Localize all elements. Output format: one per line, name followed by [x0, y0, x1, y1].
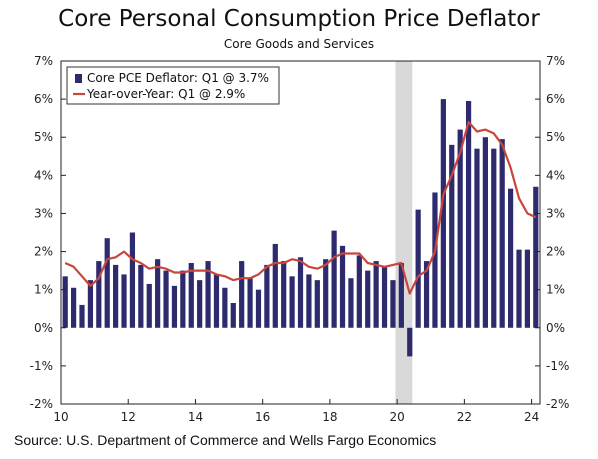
- y-tick-label-right-0: 7%: [546, 54, 565, 68]
- bar-48: [465, 101, 472, 328]
- bar-7: [121, 274, 127, 328]
- bar-41: [407, 327, 413, 357]
- bar-43: [423, 261, 430, 328]
- legend-label-line: Year-over-Year: Q1 @ 2.9%: [86, 87, 245, 101]
- bar-6: [113, 264, 119, 328]
- bar-32: [331, 230, 337, 328]
- y-tick-label-right-8: -1%: [546, 359, 569, 373]
- bar-8: [129, 232, 136, 328]
- bar-22: [247, 278, 253, 328]
- bar-29: [306, 274, 312, 328]
- bar-53: [507, 188, 514, 328]
- bar-33: [339, 245, 346, 328]
- bar-39: [390, 280, 396, 328]
- bar-21: [239, 261, 245, 328]
- y-tick-label-right-4: 3%: [546, 206, 565, 220]
- bar-3: [87, 280, 94, 328]
- bar-4: [96, 261, 102, 328]
- bar-20: [230, 303, 236, 328]
- bar-47: [457, 129, 463, 328]
- bar-23: [255, 289, 262, 328]
- y-tick-label-right-9: -2%: [546, 397, 569, 411]
- bar-18: [213, 274, 220, 328]
- plot-frame: [60, 60, 541, 405]
- y-tick-label-right-1: 6%: [546, 92, 565, 106]
- bar-31: [323, 259, 329, 328]
- bar-12: [163, 270, 169, 328]
- legend-swatch-bar: [75, 74, 82, 83]
- bar-27: [289, 276, 295, 328]
- bar-14: [180, 270, 186, 328]
- y-tick-label-left-6: 1%: [34, 283, 53, 297]
- bar-34: [348, 278, 354, 328]
- bar-24: [264, 264, 270, 328]
- bar-11: [155, 259, 161, 328]
- y-tick-label-left-1: 6%: [34, 92, 53, 106]
- source-note: Source: U.S. Department of Commerce and …: [14, 432, 437, 448]
- bar-26: [281, 261, 287, 328]
- bar-45: [440, 99, 446, 328]
- bar-35: [356, 255, 362, 328]
- y-tick-label-left-5: 2%: [34, 245, 53, 259]
- bar-0: [62, 276, 68, 328]
- bar-19: [222, 287, 228, 328]
- x-tick-label-3: 16: [255, 410, 270, 424]
- legend-label-bar: Core PCE Deflator: Q1 @ 3.7%: [87, 71, 269, 85]
- chart-title: Core Personal Consumption Price Deflator: [58, 6, 540, 32]
- x-tick-label-7: 24: [524, 410, 539, 424]
- bar-9: [138, 264, 144, 328]
- x-tick-label-2: 14: [188, 410, 203, 424]
- bar-15: [188, 262, 194, 328]
- y-tick-label-left-4: 3%: [34, 206, 53, 220]
- bar-36: [365, 270, 371, 328]
- bar-55: [524, 249, 530, 328]
- x-tick-label-1: 12: [121, 410, 136, 424]
- y-tick-label-right-5: 2%: [546, 245, 565, 259]
- x-tick-label-5: 20: [389, 410, 404, 424]
- x-tick-label-4: 18: [322, 410, 337, 424]
- y-tick-label-right-6: 1%: [546, 283, 565, 297]
- yoy-line: [64, 120, 537, 295]
- x-tick-label-0: 10: [53, 410, 68, 424]
- bar-46: [449, 144, 455, 328]
- bar-50: [482, 137, 488, 328]
- y-tick-label-right-7: 0%: [546, 321, 565, 335]
- bar-17: [205, 261, 211, 328]
- bar-16: [197, 280, 203, 328]
- y-tick-label-left-0: 7%: [34, 54, 53, 68]
- bar-49: [474, 148, 480, 328]
- bar-5: [104, 238, 110, 328]
- bar-51: [491, 148, 497, 328]
- bar-44: [432, 192, 438, 328]
- y-tick-label-left-8: -1%: [30, 359, 53, 373]
- bar-52: [499, 139, 505, 328]
- bar-2: [79, 304, 85, 328]
- bar-40: [398, 262, 404, 328]
- bar-25: [272, 243, 278, 328]
- y-tick-label-left-9: -2%: [30, 397, 53, 411]
- bar-13: [171, 285, 178, 328]
- y-tick-label-right-2: 5%: [546, 130, 565, 144]
- y-tick-label-left-7: 0%: [34, 321, 53, 335]
- bar-54: [516, 249, 522, 328]
- y-tick-label-left-2: 5%: [34, 130, 53, 144]
- legend-box: [66, 66, 280, 105]
- bar-30: [314, 280, 320, 328]
- y-tick-label-left-3: 4%: [34, 168, 53, 182]
- bar-37: [373, 261, 379, 328]
- bar-56: [533, 186, 539, 328]
- bar-28: [297, 257, 304, 328]
- bar-42: [415, 209, 421, 328]
- bar-10: [146, 283, 152, 328]
- y-tick-label-right-3: 4%: [546, 168, 565, 182]
- chart-subtitle: Core Goods and Services: [223, 37, 375, 51]
- bar-1: [71, 287, 77, 328]
- x-tick-label-6: 22: [457, 410, 472, 424]
- bar-38: [381, 266, 388, 328]
